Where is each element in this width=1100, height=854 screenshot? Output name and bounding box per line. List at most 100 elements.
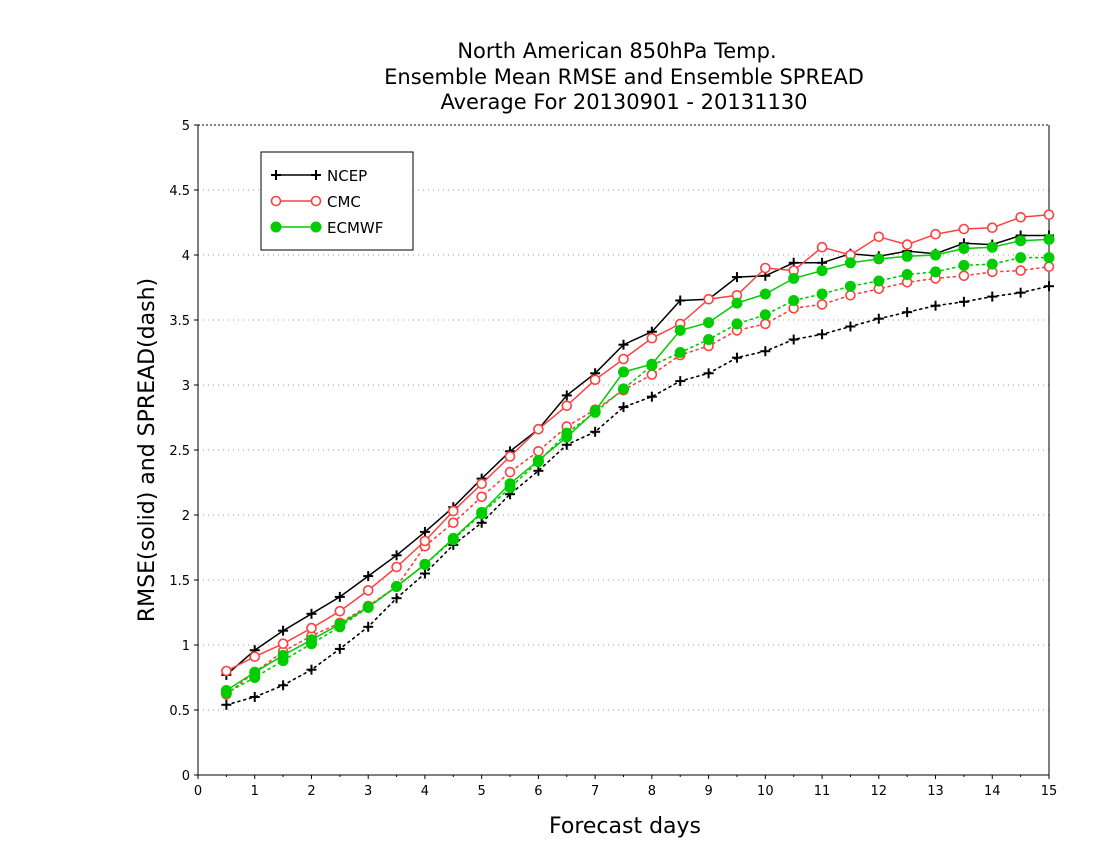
ecmwf-spread-point	[986, 258, 998, 270]
ecmwf-rmse-point	[844, 257, 856, 269]
x-tick-label: 12	[871, 784, 888, 799]
ecmwf-rmse-point	[419, 558, 431, 570]
cmc-rmse-point	[306, 622, 317, 634]
cmc-rmse-point	[986, 222, 998, 233]
x-tick-label: 4	[421, 784, 429, 799]
ncep-spread-point	[391, 593, 402, 604]
ecmwf-rmse-point	[220, 685, 232, 696]
cmc-rmse-point	[618, 353, 629, 365]
cmc-spread-point	[504, 466, 516, 478]
cmc-spread-line	[225, 265, 1050, 696]
y-tick-label: 4	[182, 249, 190, 264]
ecmwf-rmse-point	[362, 601, 374, 613]
y-tick-label: 0	[182, 769, 190, 784]
cmc-spread-point	[958, 270, 970, 282]
cmc-rmse-point	[930, 228, 941, 240]
series-ecmwf	[220, 233, 1055, 699]
ecmwf-rmse-point	[589, 405, 601, 417]
ncep-rmse-point	[675, 295, 686, 306]
ncep-spread-point	[675, 376, 686, 387]
title-line-3: Average For 20130901 - 20131130	[440, 90, 807, 114]
series-group	[220, 209, 1055, 710]
cmc-rmse-point	[1015, 212, 1026, 223]
cmc-rmse-line	[226, 213, 1050, 672]
ncep-spread-point	[845, 321, 856, 332]
cmc-rmse-point	[1043, 209, 1055, 220]
ecmwf-rmse-line	[225, 238, 1050, 692]
cmc-rmse-point	[589, 374, 601, 386]
legend-marker-ncep	[311, 170, 321, 180]
legend-marker-ncep	[271, 170, 281, 180]
cmc-rmse-point	[419, 535, 431, 547]
ecmwf-spread-point	[958, 259, 970, 271]
cmc-rmse-point	[221, 665, 232, 677]
cmc-rmse-point	[561, 400, 573, 412]
y-tick-label: 2	[182, 509, 190, 524]
y-axis-label: RMSE(solid) and SPREAD(dash)	[135, 278, 160, 622]
ecmwf-rmse-point	[816, 265, 828, 277]
ecmwf-spread-point	[759, 309, 771, 321]
ecmwf-spread-point	[1015, 252, 1027, 264]
cmc-spread-point	[447, 517, 459, 529]
ecmwf-spread-point	[901, 269, 913, 280]
ncep-spread-point	[419, 568, 430, 579]
x-tick-label: 11	[814, 784, 831, 799]
ecmwf-spread-point	[731, 318, 743, 330]
cmc-rmse-point	[816, 241, 828, 253]
y-tick-label: 5	[182, 119, 190, 134]
ecmwf-spread-point	[873, 275, 885, 287]
ncep-spread-point	[873, 313, 884, 324]
ecmwf-spread-point	[674, 347, 686, 358]
ecmwf-rmse-point	[532, 454, 544, 466]
ncep-spread-point	[902, 307, 913, 318]
x-tick-label: 15	[1041, 784, 1058, 799]
y-tick-label: 0.5	[169, 704, 190, 719]
ecmwf-rmse-point	[504, 478, 516, 490]
ncep-rmse-point	[306, 608, 317, 619]
ecmwf-spread-point	[816, 288, 828, 300]
ncep-spread-line	[225, 285, 1050, 706]
chart-title: North American 850hPa Temp. Ensemble Mea…	[384, 39, 864, 114]
x-tick-label: 13	[927, 784, 944, 799]
cmc-spread-point	[1043, 261, 1055, 273]
cmc-rmse-point	[391, 561, 402, 573]
x-tick-label: 0	[194, 784, 202, 799]
ecmwf-rmse-point	[873, 253, 885, 265]
ncep-rmse-point	[391, 550, 402, 561]
ncep-rmse-point	[561, 390, 572, 401]
ecmwf-rmse-point	[1015, 235, 1027, 247]
ecmwf-spread-point	[703, 334, 715, 345]
ncep-spread-point	[334, 643, 345, 654]
ecmwf-spread-line	[225, 256, 1050, 694]
x-tick-label: 6	[534, 784, 542, 799]
cmc-rmse-point	[362, 585, 374, 596]
cmc-spread-point	[816, 299, 828, 310]
ecmwf-spread-point	[930, 266, 942, 278]
ecmwf-rmse-point	[391, 581, 403, 592]
ncep-spread-point	[930, 300, 941, 311]
ecmwf-rmse-point	[277, 649, 289, 661]
ecmwf-spread-point	[1043, 252, 1055, 264]
x-tick-label: 2	[307, 784, 315, 799]
cmc-rmse-point	[476, 478, 487, 490]
y-tick-label: 3	[182, 379, 190, 394]
ncep-spread-point	[987, 291, 998, 302]
ncep-spread-point	[731, 352, 742, 363]
ncep-spread-point	[590, 426, 601, 437]
x-tick-label: 9	[704, 784, 712, 799]
ecmwf-rmse-point	[1043, 233, 1055, 245]
ncep-spread-point	[249, 692, 260, 702]
legend-label-ncep: NCEP	[327, 167, 367, 185]
title-line-1: North American 850hPa Temp.	[457, 39, 776, 63]
ncep-spread-point	[306, 664, 317, 675]
title-line-2: Ensemble Mean RMSE and Ensemble SPREAD	[384, 65, 864, 89]
legend-label-cmc: CMC	[327, 193, 361, 211]
x-tick-label: 3	[364, 784, 372, 799]
cmc-spread-point	[533, 445, 544, 457]
cmc-rmse-point	[958, 223, 970, 235]
ncep-spread-point	[363, 621, 374, 632]
cmc-spread-point	[845, 289, 856, 301]
ecmwf-rmse-point	[930, 249, 942, 261]
ncep-spread-point	[1044, 281, 1054, 292]
